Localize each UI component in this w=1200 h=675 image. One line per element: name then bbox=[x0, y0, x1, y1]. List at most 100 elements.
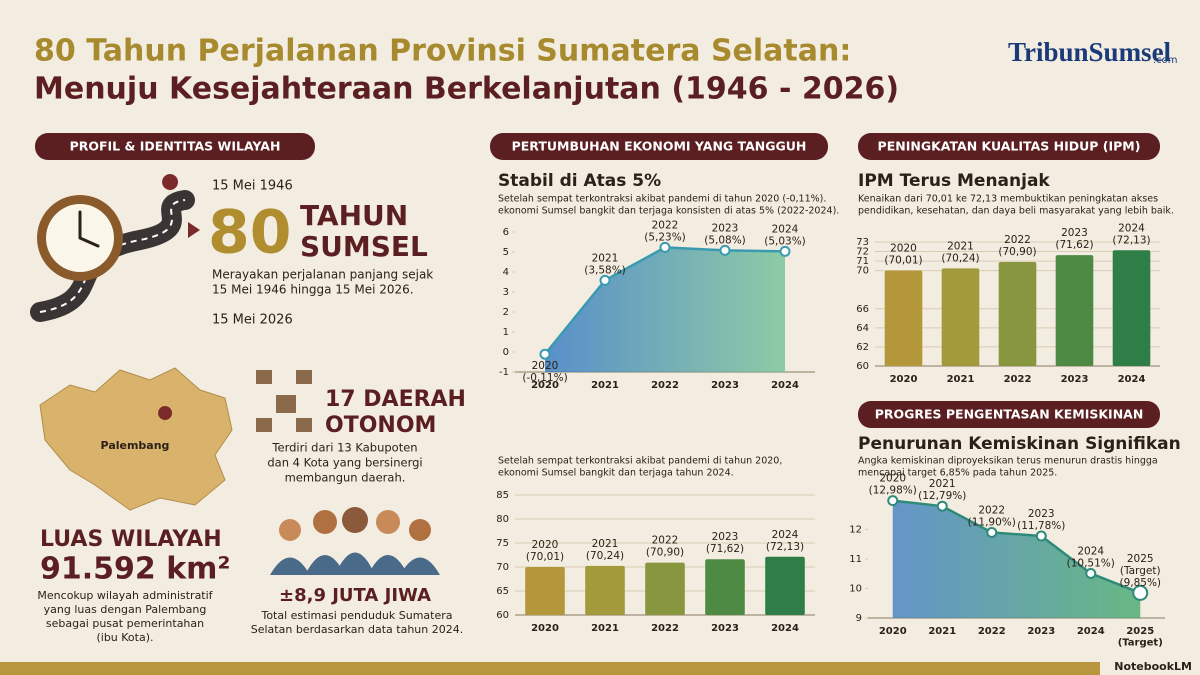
y-tick-label: 3 bbox=[503, 287, 509, 298]
bar bbox=[1112, 250, 1151, 366]
x-tick-label: 2023 bbox=[711, 380, 739, 391]
point bbox=[986, 526, 998, 538]
value-label-year: 2020 bbox=[532, 539, 559, 551]
x-tick-label: 2022 bbox=[651, 623, 679, 634]
section-title: PERTUMBUHAN EKONOMI YANG TANGGUH bbox=[512, 139, 807, 154]
y-tick-label: 0 bbox=[503, 347, 509, 358]
anniversary-text: Merayakan perjalanan panjang sejak bbox=[212, 268, 433, 282]
value-label-year: 2021 bbox=[947, 240, 974, 252]
population-text: Selatan berdasarkan data tahun 2024. bbox=[251, 623, 463, 636]
area-fill bbox=[892, 500, 1141, 618]
value-label: (70,01) bbox=[884, 255, 922, 267]
value-label-year: 2021 bbox=[929, 478, 956, 490]
regions-text: Terdiri dari 13 Kabupoten bbox=[271, 441, 417, 455]
x-tick-label: 2022 bbox=[651, 380, 679, 391]
x-tick-label: 2021 bbox=[947, 374, 975, 385]
road-line bbox=[39, 199, 186, 313]
section-title: PROFIL & IDENTITAS WILAYAH bbox=[70, 139, 281, 154]
value-label-year: 2024 bbox=[772, 529, 799, 541]
map-label: Palembang bbox=[101, 439, 170, 452]
people-icon bbox=[270, 507, 440, 575]
bar bbox=[525, 566, 565, 615]
x-tick-label: 2023 bbox=[1061, 374, 1089, 385]
section-pill bbox=[35, 133, 315, 160]
value-label: (11,90%) bbox=[968, 516, 1016, 528]
point bbox=[599, 274, 611, 286]
pin bbox=[162, 174, 179, 205]
x-tick-label: 2022 bbox=[978, 626, 1006, 637]
y-tick-label: 66 bbox=[856, 304, 869, 315]
x-tick-label: 2020 bbox=[531, 380, 559, 391]
y-tick-label: 6 bbox=[503, 227, 509, 238]
chart-title: Stabil di Atas 5% bbox=[498, 171, 661, 191]
value-label-year: 2022 bbox=[1004, 234, 1031, 246]
regions-text: membangun daerah. bbox=[285, 471, 406, 485]
value-label-year: 2023 bbox=[712, 222, 739, 234]
anniversary-text: 15 Mei 1946 hingga 15 Mei 2026. bbox=[212, 283, 414, 297]
value-label-year: 2020 bbox=[890, 243, 917, 255]
y-tick-label: 60 bbox=[856, 361, 869, 372]
value-label-year: 2024 bbox=[1077, 545, 1104, 557]
y-tick-label: 1 bbox=[503, 327, 509, 338]
regions-title: 17 DAERAH bbox=[325, 387, 466, 412]
bar bbox=[941, 268, 980, 366]
bar bbox=[998, 262, 1037, 366]
logo: TribunSumsel bbox=[1008, 37, 1172, 67]
x-tick-label: 2024 bbox=[1118, 374, 1146, 385]
y-tick-label: 62 bbox=[856, 342, 869, 353]
arrow bbox=[188, 222, 200, 238]
value-label: (70,90) bbox=[646, 547, 684, 559]
value-label: (11,78%) bbox=[1017, 520, 1065, 532]
value-label: (10,51%) bbox=[1067, 557, 1115, 569]
value-label-year: 2021 bbox=[592, 538, 619, 550]
chart-subtitle: Setelah sempat terkontraksi akibat pande… bbox=[498, 194, 826, 205]
chart-subtitle: Setelah sempat terkontraksi akibat pande… bbox=[498, 456, 782, 467]
x-tick-label: 2023 bbox=[1027, 626, 1055, 637]
section-pill bbox=[490, 133, 828, 160]
value-label: (71,62) bbox=[1055, 239, 1093, 251]
y-tick-label: 80 bbox=[496, 514, 509, 525]
big-number: 80 bbox=[208, 198, 292, 268]
section-title: PROGRES PENGENTASAN KEMISKINAN bbox=[875, 407, 1144, 422]
value-label-year: 2024 bbox=[772, 223, 799, 235]
y-tick-label: 2 bbox=[503, 307, 509, 318]
x-tick-label: 2021 bbox=[591, 380, 619, 391]
y-tick-label: 72 bbox=[856, 247, 869, 258]
map-pin bbox=[158, 406, 173, 433]
value-label: (70,24) bbox=[941, 252, 979, 264]
value-label: (71,62) bbox=[706, 543, 744, 555]
value-label-year: 2025 (Target) bbox=[1120, 553, 1161, 577]
bar bbox=[585, 565, 625, 615]
value-label: (-0,11%) bbox=[522, 372, 567, 384]
value-label-year: 2021 bbox=[592, 252, 619, 264]
value-label: (70,90) bbox=[998, 246, 1036, 258]
footer-brand: NotebookLM bbox=[1114, 660, 1192, 673]
x-tick-label: 2022 bbox=[1004, 374, 1032, 385]
y-tick-label: 64 bbox=[856, 323, 869, 334]
value-label: (72,13) bbox=[766, 541, 804, 553]
area-text: (ibu Kota). bbox=[96, 631, 153, 644]
clock-hands bbox=[78, 210, 100, 248]
value-label: (70,01) bbox=[526, 551, 564, 563]
value-label-year: 2024 bbox=[1118, 222, 1145, 234]
section-title: PENINGKATAN KUALITAS HIDUP (IPM) bbox=[878, 139, 1141, 154]
population-title: ±8,9 JUTA JIWA bbox=[279, 585, 431, 606]
value-label-year: 2022 bbox=[652, 535, 679, 547]
x-tick-label: 2021 bbox=[928, 626, 956, 637]
y-tick-label: 85 bbox=[496, 490, 509, 501]
bar bbox=[645, 562, 685, 615]
value-label: (70,24) bbox=[586, 550, 624, 562]
value-label-year: 2023 bbox=[1028, 508, 1055, 520]
point bbox=[659, 241, 671, 253]
value-label-year: 2023 bbox=[1061, 227, 1088, 239]
bar bbox=[1055, 255, 1094, 366]
y-tick-label: 71 bbox=[856, 256, 869, 267]
y-tick-label: 12 bbox=[849, 525, 862, 536]
area-text: Mencokup wilayah administratif bbox=[37, 589, 213, 602]
region-icons bbox=[256, 370, 312, 432]
x-tick-label: 2024 bbox=[771, 380, 799, 391]
area-title: LUAS WILAYAH bbox=[40, 527, 222, 552]
x-tick-label: 2024 bbox=[1077, 626, 1105, 637]
value-label: (72,13) bbox=[1112, 234, 1150, 246]
